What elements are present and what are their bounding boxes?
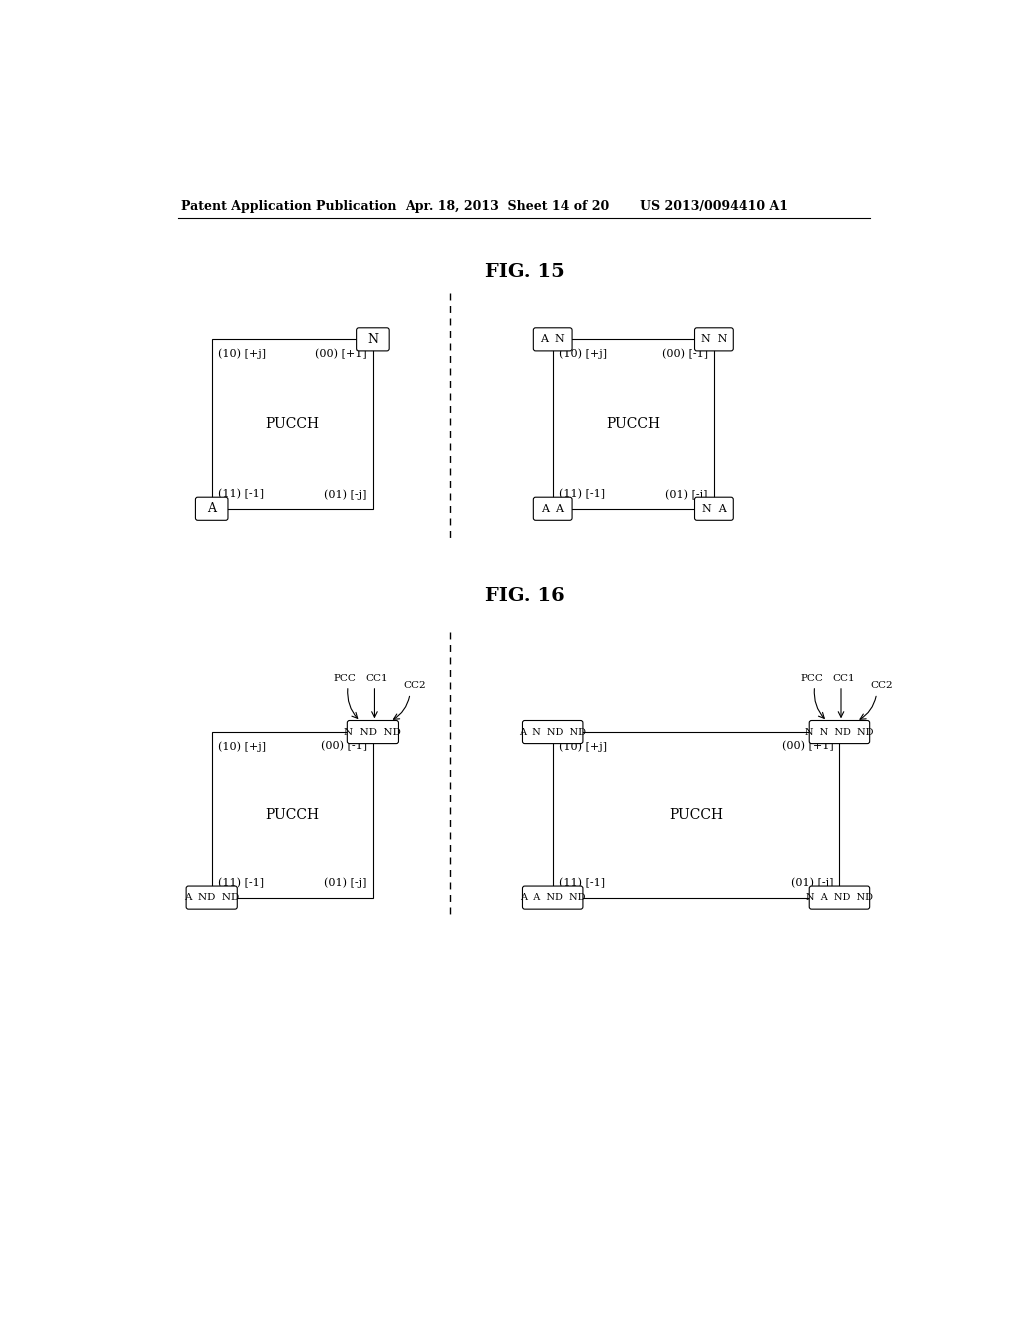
FancyBboxPatch shape <box>347 721 398 743</box>
Text: (11) [-1]: (11) [-1] <box>559 878 605 888</box>
Text: A  A: A A <box>542 504 564 513</box>
Text: (10) [+j]: (10) [+j] <box>218 742 266 752</box>
FancyBboxPatch shape <box>522 721 583 743</box>
Text: N  N  ND  ND: N N ND ND <box>805 727 873 737</box>
Text: (10) [+j]: (10) [+j] <box>218 348 266 359</box>
Text: A  N  ND  ND: A N ND ND <box>519 727 586 737</box>
Text: N  A  ND  ND: N A ND ND <box>806 894 872 902</box>
Text: PCC: PCC <box>334 673 356 682</box>
FancyBboxPatch shape <box>522 886 583 909</box>
Text: (01) [-j]: (01) [-j] <box>666 488 708 499</box>
Text: (11) [-1]: (11) [-1] <box>218 490 264 499</box>
Text: PUCCH: PUCCH <box>606 417 660 432</box>
Text: PUCCH: PUCCH <box>669 808 723 822</box>
Text: (00) [-1]: (00) [-1] <box>321 742 367 751</box>
Text: N: N <box>368 333 379 346</box>
FancyBboxPatch shape <box>809 886 869 909</box>
Text: PUCCH: PUCCH <box>265 808 319 822</box>
Text: CC2: CC2 <box>403 681 426 690</box>
FancyBboxPatch shape <box>186 886 238 909</box>
Text: (00) [+1]: (00) [+1] <box>315 348 367 359</box>
Text: (11) [-1]: (11) [-1] <box>559 490 605 499</box>
Text: PUCCH: PUCCH <box>265 417 319 432</box>
Text: (10) [+j]: (10) [+j] <box>559 742 607 752</box>
Bar <box>212 733 373 898</box>
Text: N  A: N A <box>701 504 726 513</box>
Text: A  N: A N <box>541 334 565 345</box>
Text: Apr. 18, 2013  Sheet 14 of 20: Apr. 18, 2013 Sheet 14 of 20 <box>406 199 609 213</box>
Text: A  ND  ND: A ND ND <box>184 894 240 902</box>
Text: FIG. 16: FIG. 16 <box>485 587 564 605</box>
Text: (11) [-1]: (11) [-1] <box>218 878 264 888</box>
Text: FIG. 15: FIG. 15 <box>485 264 564 281</box>
Bar <box>553 733 840 898</box>
FancyBboxPatch shape <box>356 327 389 351</box>
Text: A: A <box>207 502 216 515</box>
Text: PCC: PCC <box>800 673 823 682</box>
Text: US 2013/0094410 A1: US 2013/0094410 A1 <box>640 199 787 213</box>
Text: (01) [-j]: (01) [-j] <box>325 488 367 499</box>
FancyBboxPatch shape <box>694 327 733 351</box>
FancyBboxPatch shape <box>196 498 228 520</box>
Text: CC1: CC1 <box>366 673 388 682</box>
Text: CC2: CC2 <box>870 681 893 690</box>
FancyBboxPatch shape <box>534 498 572 520</box>
Text: CC1: CC1 <box>833 673 855 682</box>
FancyBboxPatch shape <box>809 721 869 743</box>
Text: A  A  ND  ND: A A ND ND <box>520 894 586 902</box>
Text: Patent Application Publication: Patent Application Publication <box>180 199 396 213</box>
Text: N  N: N N <box>700 334 727 345</box>
Text: (01) [-j]: (01) [-j] <box>791 878 834 888</box>
Bar <box>553 339 714 508</box>
Bar <box>212 339 373 508</box>
FancyBboxPatch shape <box>534 327 572 351</box>
Text: (01) [-j]: (01) [-j] <box>325 878 367 888</box>
Text: N  ND  ND: N ND ND <box>344 727 401 737</box>
Text: (10) [+j]: (10) [+j] <box>559 348 607 359</box>
Text: (00) [+1]: (00) [+1] <box>781 742 834 751</box>
FancyBboxPatch shape <box>694 498 733 520</box>
Text: (00) [-1]: (00) [-1] <box>662 348 708 359</box>
